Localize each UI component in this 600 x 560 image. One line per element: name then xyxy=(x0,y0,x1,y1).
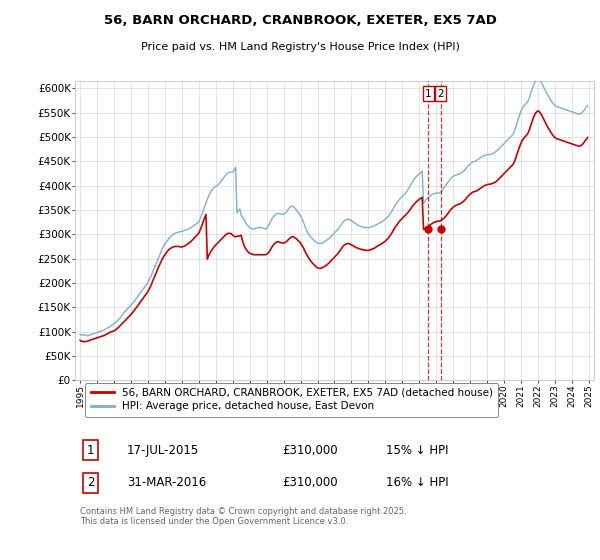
Text: 16% ↓ HPI: 16% ↓ HPI xyxy=(386,476,449,489)
Text: 1: 1 xyxy=(425,88,432,99)
Text: Price paid vs. HM Land Registry's House Price Index (HPI): Price paid vs. HM Land Registry's House … xyxy=(140,42,460,52)
Text: 1: 1 xyxy=(87,444,94,456)
Text: £310,000: £310,000 xyxy=(283,444,338,456)
Text: £310,000: £310,000 xyxy=(283,476,338,489)
Text: Contains HM Land Registry data © Crown copyright and database right 2025.
This d: Contains HM Land Registry data © Crown c… xyxy=(80,507,407,526)
Text: 2: 2 xyxy=(87,476,94,489)
Text: 2: 2 xyxy=(437,88,444,99)
Text: 17-JUL-2015: 17-JUL-2015 xyxy=(127,444,199,456)
Text: 56, BARN ORCHARD, CRANBROOK, EXETER, EX5 7AD: 56, BARN ORCHARD, CRANBROOK, EXETER, EX5… xyxy=(104,14,496,27)
Legend: 56, BARN ORCHARD, CRANBROOK, EXETER, EX5 7AD (detached house), HPI: Average pric: 56, BARN ORCHARD, CRANBROOK, EXETER, EX5… xyxy=(85,382,498,417)
Text: 31-MAR-2016: 31-MAR-2016 xyxy=(127,476,206,489)
Text: 15% ↓ HPI: 15% ↓ HPI xyxy=(386,444,449,456)
